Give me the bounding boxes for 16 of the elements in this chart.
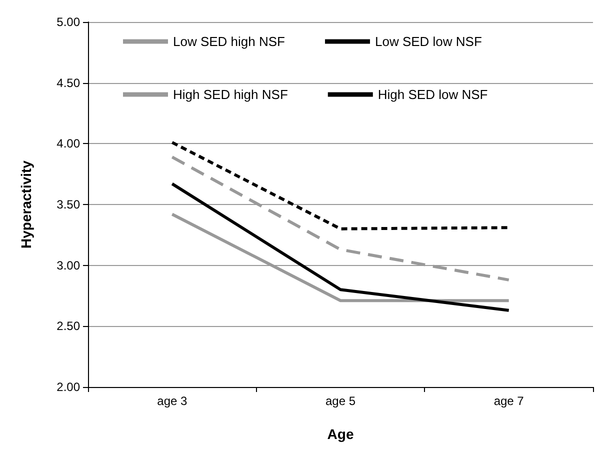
legend-label: High SED high NSF [173,87,288,102]
x-tick-label: age 7 [494,394,524,408]
y-tick-label: 2.50 [56,319,80,334]
y-tick-label: 4.00 [56,136,80,151]
legend-label: High SED low NSF [378,87,488,102]
legend-label: Low SED high NSF [173,34,286,49]
y-tick-label: 2.00 [56,380,80,394]
y-tick-label: 3.50 [56,198,80,212]
y-tick-label: 3.00 [56,258,80,272]
x-tick-label: age 3 [157,394,188,408]
y-axis-title: Hyperactivity [18,160,34,248]
x-tick-label: age 5 [325,394,356,408]
y-tick-label: 4.50 [56,76,80,90]
y-tick-label: 5.00 [56,15,80,29]
x-axis-title: Age [327,426,354,442]
legend-label: Low SED low NSF [374,34,482,49]
